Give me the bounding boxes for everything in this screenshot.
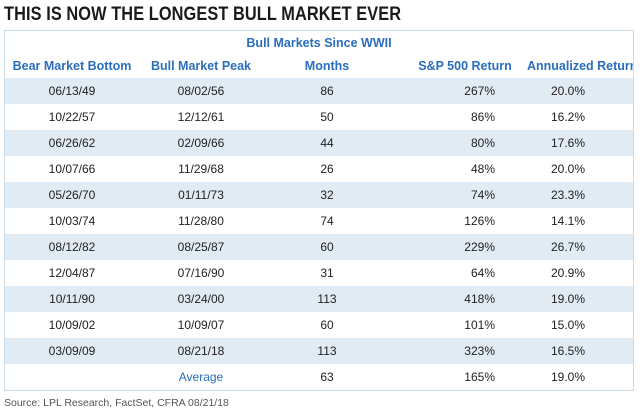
source-note: Source: LPL Research, FactSet, CFRA 08/2… bbox=[4, 397, 229, 409]
cell-bear-market-bottom: 10/22/57 bbox=[48, 110, 96, 124]
cell-months: 50 bbox=[320, 110, 334, 124]
cell-months: 31 bbox=[320, 266, 334, 280]
cell-bear-market-bottom: 06/26/62 bbox=[48, 136, 96, 150]
cell-months: 60 bbox=[320, 318, 334, 332]
cell-bear-market-bottom: 05/26/70 bbox=[48, 188, 96, 202]
cell-sp500-return: 229% bbox=[464, 240, 495, 254]
cell-annualized-return: 23.3% bbox=[550, 188, 585, 202]
average-row: Average 63 165% 19.0% bbox=[5, 364, 633, 390]
cell-months: 26 bbox=[320, 162, 334, 176]
cell-bear-market-bottom: 10/07/66 bbox=[48, 162, 96, 176]
cell-bull-market-peak: 03/24/00 bbox=[177, 292, 225, 306]
cell-annualized-return: 20.0% bbox=[550, 84, 585, 98]
cell-annualized-return: 14.1% bbox=[550, 214, 585, 228]
cell-months: 32 bbox=[320, 188, 334, 202]
average-annualized-return: 19.0% bbox=[550, 370, 585, 384]
cell-bull-market-peak: 08/21/18 bbox=[177, 344, 225, 358]
column-header-bear-market-bottom: Bear Market Bottom bbox=[12, 59, 132, 73]
cell-sp500-return: 126% bbox=[464, 214, 495, 228]
table-row: 12/04/87 07/16/90 31 64% 20.9% bbox=[5, 260, 633, 286]
cell-months: 113 bbox=[317, 344, 337, 358]
cell-sp500-return: 48% bbox=[470, 162, 495, 176]
cell-annualized-return: 19.0% bbox=[550, 292, 585, 306]
table-row: 05/26/70 01/11/73 32 74% 23.3% bbox=[5, 182, 633, 208]
cell-bull-market-peak: 07/16/90 bbox=[177, 266, 225, 280]
cell-annualized-return: 20.9% bbox=[550, 266, 585, 280]
cell-months: 44 bbox=[320, 136, 334, 150]
average-sp500-return: 165% bbox=[464, 370, 495, 384]
bull-markets-table: Bull Markets Since WWII Bear Market Bott… bbox=[4, 30, 634, 391]
cell-months: 60 bbox=[320, 240, 334, 254]
table-row: 10/22/57 12/12/61 50 86% 16.2% bbox=[5, 104, 633, 130]
cell-bear-market-bottom: 03/09/09 bbox=[48, 344, 96, 358]
cell-sp500-return: 267% bbox=[464, 84, 495, 98]
cell-bear-market-bottom: 10/09/02 bbox=[48, 318, 96, 332]
page-title: THIS IS NOW THE LONGEST BULL MARKET EVER bbox=[4, 4, 402, 25]
cell-sp500-return: 323% bbox=[464, 344, 495, 358]
cell-bear-market-bottom: 08/12/82 bbox=[48, 240, 96, 254]
cell-months: 113 bbox=[317, 292, 337, 306]
cell-bull-market-peak: 11/28/80 bbox=[178, 214, 224, 228]
column-header-annualized-return: Annualized Return bbox=[527, 59, 633, 73]
table-row: 08/12/82 08/25/87 60 229% 26.7% bbox=[5, 234, 633, 260]
cell-sp500-return: 101% bbox=[464, 318, 495, 332]
cell-bull-market-peak: 11/29/68 bbox=[178, 162, 224, 176]
cell-bull-market-peak: 10/09/07 bbox=[177, 318, 225, 332]
cell-annualized-return: 26.7% bbox=[550, 240, 585, 254]
table-row: 10/07/66 11/29/68 26 48% 20.0% bbox=[5, 156, 633, 182]
cell-sp500-return: 74% bbox=[470, 188, 495, 202]
cell-sp500-return: 64% bbox=[470, 266, 495, 280]
table-row: 10/11/90 03/24/00 113 418% 19.0% bbox=[5, 286, 633, 312]
column-header-sp500-return: S&P 500 Return bbox=[418, 59, 512, 73]
cell-bear-market-bottom: 10/03/74 bbox=[48, 214, 96, 228]
cell-sp500-return: 86% bbox=[470, 110, 495, 124]
table-row: 03/09/09 08/21/18 113 323% 16.5% bbox=[5, 338, 633, 364]
cell-bear-market-bottom: 10/11/90 bbox=[49, 292, 95, 306]
table-row: 10/09/02 10/09/07 60 101% 15.0% bbox=[5, 312, 633, 338]
table-header: Bear Market Bottom Bull Market Peak Mont… bbox=[5, 55, 633, 78]
cell-bear-market-bottom: 12/04/87 bbox=[48, 266, 96, 280]
table-row: 06/13/49 08/02/56 86 267% 20.0% bbox=[5, 78, 633, 104]
average-label: Average bbox=[178, 370, 224, 384]
table-subtitle: Bull Markets Since WWII bbox=[246, 36, 392, 50]
cell-months: 86 bbox=[320, 84, 334, 98]
table-row: 06/26/62 02/09/66 44 80% 17.6% bbox=[5, 130, 633, 156]
cell-months: 74 bbox=[320, 214, 334, 228]
cell-annualized-return: 16.5% bbox=[550, 344, 585, 358]
cell-bear-market-bottom: 06/13/49 bbox=[48, 84, 96, 98]
cell-sp500-return: 418% bbox=[464, 292, 495, 306]
cell-annualized-return: 17.6% bbox=[550, 136, 585, 150]
cell-annualized-return: 20.0% bbox=[550, 162, 585, 176]
cell-bull-market-peak: 12/12/61 bbox=[177, 110, 225, 124]
average-spacer bbox=[5, 364, 139, 390]
cell-bull-market-peak: 08/02/56 bbox=[177, 84, 225, 98]
cell-bull-market-peak: 08/25/87 bbox=[177, 240, 225, 254]
table-row: 10/03/74 11/28/80 74 126% 14.1% bbox=[5, 208, 633, 234]
cell-bull-market-peak: 02/09/66 bbox=[177, 136, 225, 150]
cell-sp500-return: 80% bbox=[470, 136, 495, 150]
cell-annualized-return: 15.0% bbox=[550, 318, 585, 332]
average-months: 63 bbox=[320, 370, 334, 384]
column-header-months: Months bbox=[304, 59, 350, 73]
cell-bull-market-peak: 01/11/73 bbox=[178, 188, 224, 202]
cell-annualized-return: 16.2% bbox=[550, 110, 585, 124]
column-header-bull-market-peak: Bull Market Peak bbox=[150, 59, 252, 73]
